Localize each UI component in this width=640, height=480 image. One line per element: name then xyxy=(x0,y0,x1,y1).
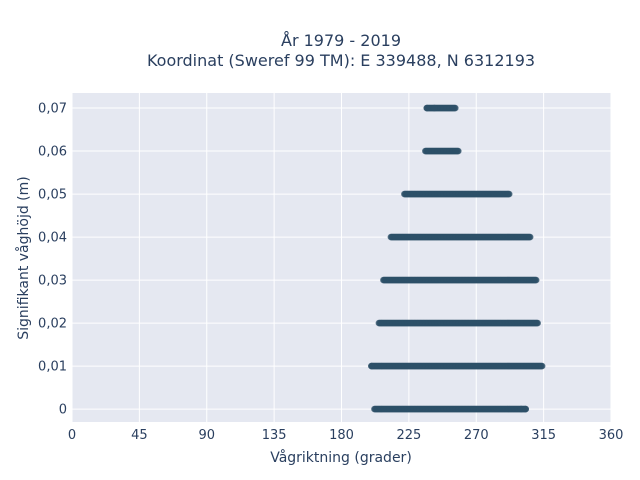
x-tick-label: 225 xyxy=(396,428,421,443)
x-tick-label: 360 xyxy=(599,428,624,443)
data-points xyxy=(368,104,546,413)
data-point xyxy=(522,405,529,413)
x-tick-label: 90 xyxy=(198,428,215,443)
y-tick-label: 0 xyxy=(59,403,67,418)
data-point xyxy=(423,104,431,112)
y-tick-label: 0,06 xyxy=(38,145,67,160)
data-point xyxy=(505,190,513,198)
x-tick-label: 180 xyxy=(329,428,354,443)
data-point xyxy=(431,104,438,112)
y-tick-label: 0,01 xyxy=(38,360,67,375)
chart-subtitle: Koordinat (Sweref 99 TM): E 339488, N 63… xyxy=(147,51,535,70)
y-tick-label: 0,07 xyxy=(38,102,67,117)
data-point xyxy=(451,104,459,112)
data-point xyxy=(538,362,546,370)
y-tick-label: 0,03 xyxy=(38,274,67,289)
data-point xyxy=(368,362,375,370)
y-tick-label: 0,02 xyxy=(38,317,67,332)
x-axis-label: Vågriktning (grader) xyxy=(270,449,412,466)
data-point xyxy=(532,276,540,284)
data-point xyxy=(526,233,534,241)
x-tick-label: 135 xyxy=(262,428,287,443)
x-tick-label: 0 xyxy=(68,428,76,443)
y-axis-ticks: 0 0,01 0,02 0,03 0,04 0,05 0,06 0,07 xyxy=(38,102,67,418)
x-tick-label: 45 xyxy=(131,428,148,443)
y-axis-label: Signifikant våghöjd (m) xyxy=(15,176,32,339)
x-axis-ticks: 0 45 90 135 180 225 270 315 360 xyxy=(68,428,624,443)
chart-title: År 1979 - 2019 xyxy=(281,31,401,50)
y-tick-label: 0,04 xyxy=(38,231,67,246)
y-tick-label: 0,05 xyxy=(38,188,67,203)
data-point xyxy=(534,319,541,327)
x-tick-label: 315 xyxy=(531,428,556,443)
x-tick-label: 270 xyxy=(464,428,489,443)
data-point xyxy=(454,147,462,155)
